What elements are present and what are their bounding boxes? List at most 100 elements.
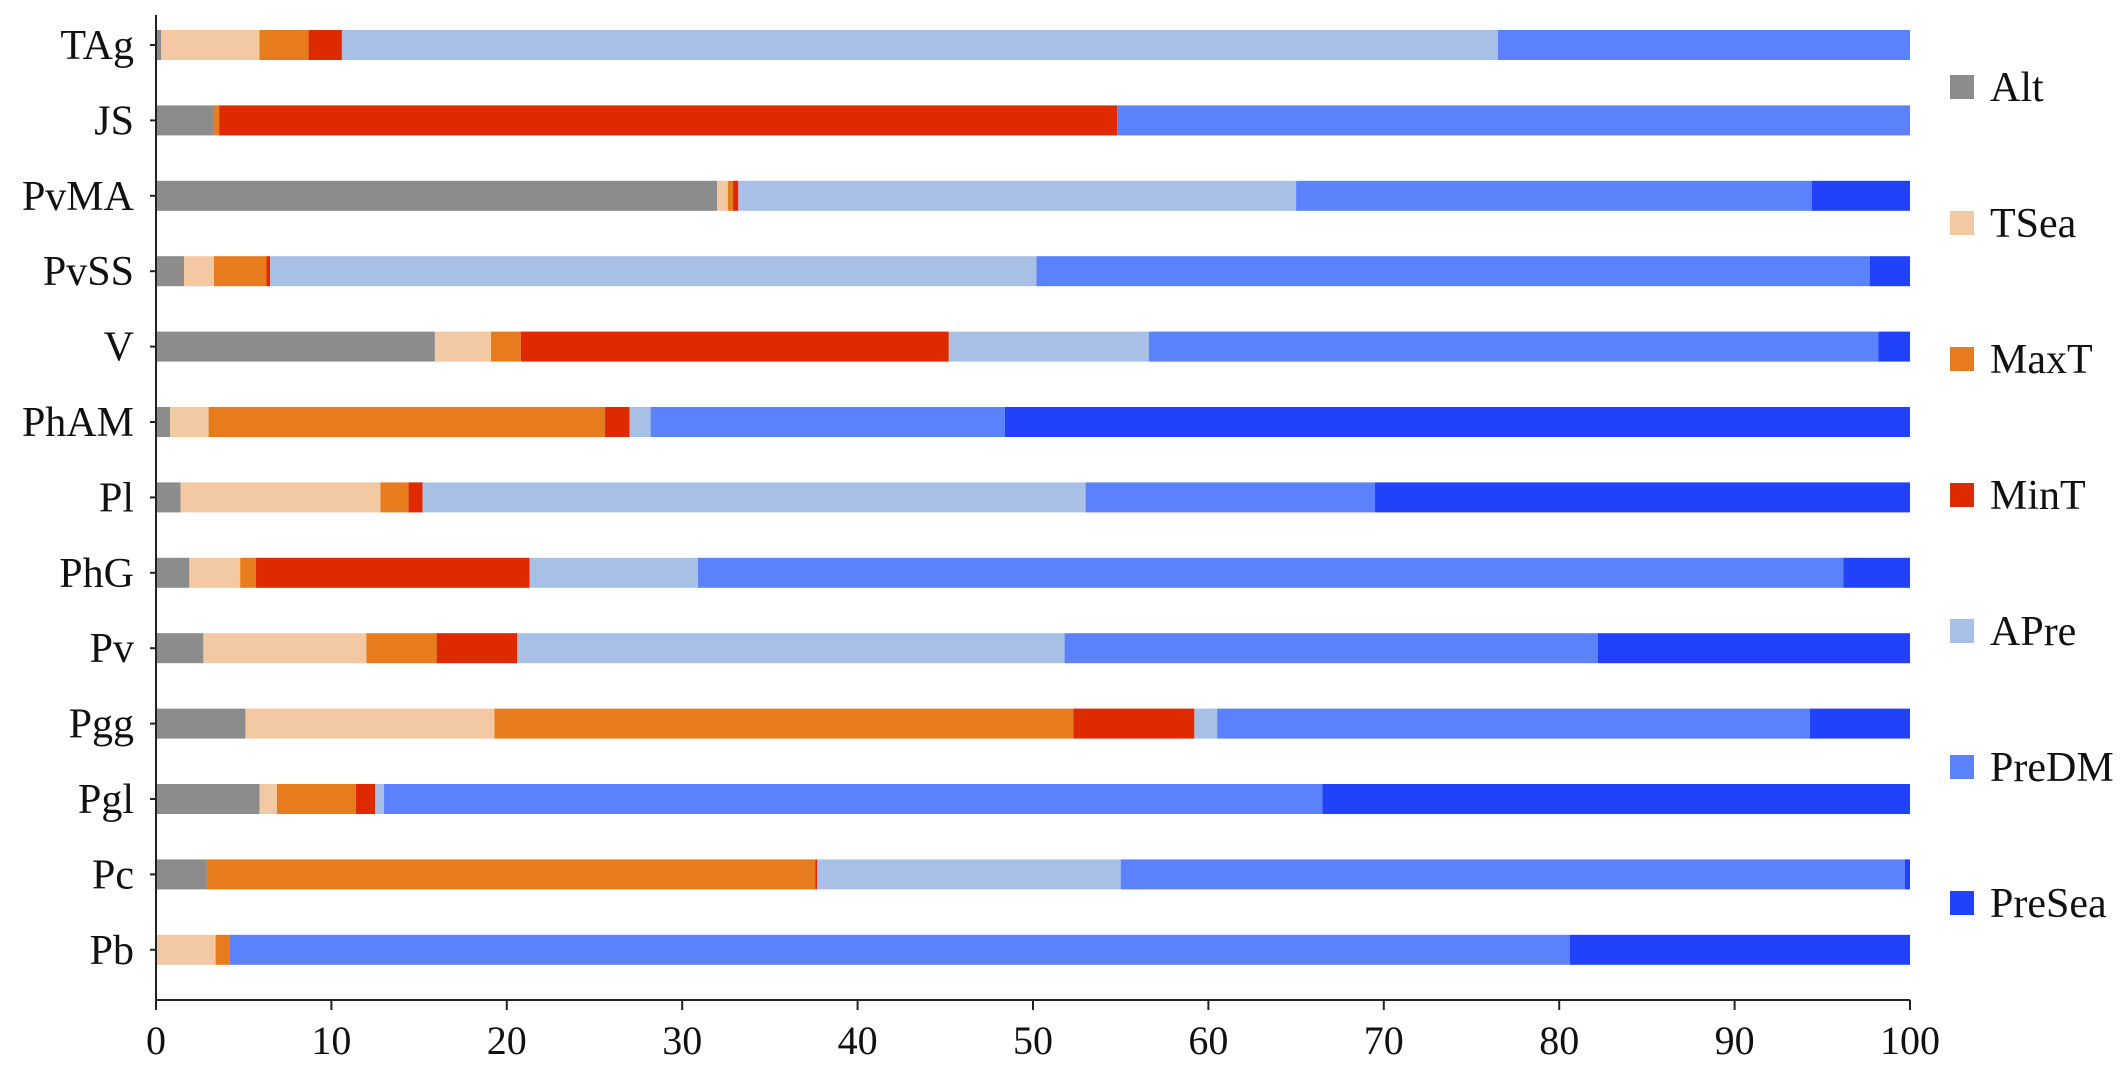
bar-segment-v-presea xyxy=(1878,331,1910,362)
bar-segment-pv-maxt xyxy=(366,633,437,664)
bar-segment-pc-maxt xyxy=(206,859,816,890)
bar-segment-pv-apre xyxy=(517,633,1065,664)
y-tick-label: Pgl xyxy=(78,777,134,823)
bar-segment-tag-apre xyxy=(341,30,1498,60)
bar-segment-pvma-predm xyxy=(1296,180,1812,211)
y-tick-label: PvSS xyxy=(43,249,134,295)
bar-segment-pc-predm xyxy=(1120,859,1905,890)
legend-swatch xyxy=(1950,483,1974,507)
bar-segment-pl-alt xyxy=(156,482,181,513)
legend-swatch xyxy=(1950,891,1974,915)
legend-item-tsea: TSea xyxy=(1950,201,2077,247)
bar-segment-js-alt xyxy=(156,105,214,136)
bar-segment-pb-predm xyxy=(229,934,1570,965)
bar-segment-pvma-alt xyxy=(156,180,718,211)
x-tick-label: 0 xyxy=(146,1018,166,1063)
bar-segment-pvss-maxt xyxy=(213,256,267,287)
bar-segment-v-predm xyxy=(1148,331,1879,362)
bar-segment-pgl-apre xyxy=(375,784,385,814)
bar-segment-pham-alt xyxy=(156,407,171,437)
x-tick-label: 30 xyxy=(662,1018,702,1063)
bars-layer xyxy=(156,30,1910,965)
bar-segment-pham-predm xyxy=(650,407,1005,437)
bar-segment-pham-presea xyxy=(1004,407,1910,437)
bar-segment-phg-maxt xyxy=(240,557,256,588)
bar-segment-pham-maxt xyxy=(208,407,606,437)
y-tick-label: Pv xyxy=(90,626,134,672)
bar-segment-phg-mint xyxy=(255,557,530,588)
bar-segment-pv-predm xyxy=(1064,633,1598,664)
bar-segment-pb-maxt xyxy=(215,934,230,965)
bar-segment-pvss-presea xyxy=(1869,256,1910,287)
bar-segment-pvss-alt xyxy=(156,256,185,287)
x-tick-label: 70 xyxy=(1364,1018,1404,1063)
bar-segment-js-predm xyxy=(1117,105,1910,136)
bar-segment-pvma-presea xyxy=(1811,180,1910,211)
bar-segment-pl-apre xyxy=(422,482,1086,513)
bar-segment-tag-predm xyxy=(1497,30,1910,60)
bar-segment-phg-presea xyxy=(1843,557,1910,588)
bar-segment-v-tsea xyxy=(434,331,492,362)
bar-segment-pvma-tsea xyxy=(717,180,728,211)
bar-segment-pgl-tsea xyxy=(259,784,278,814)
legend-label: MinT xyxy=(1990,473,2086,519)
bar-segment-v-alt xyxy=(156,331,435,362)
x-tick-label: 80 xyxy=(1539,1018,1579,1063)
bar-segment-pb-presea xyxy=(1569,934,1910,965)
bar-segment-tag-mint xyxy=(308,30,342,60)
y-tick-label: JS xyxy=(94,98,134,144)
bar-segment-pl-maxt xyxy=(380,482,409,513)
bar-segment-pgg-maxt xyxy=(494,708,1074,739)
bar-segment-js-mint xyxy=(219,105,1118,136)
legend-label: TSea xyxy=(1990,201,2077,247)
bar-segment-pv-alt xyxy=(156,633,204,664)
legend-label: APre xyxy=(1990,609,2076,655)
bar-segment-pgl-alt xyxy=(156,784,260,814)
y-tick-label: Pc xyxy=(92,852,134,898)
bar-segment-pvss-apre xyxy=(270,256,1037,287)
bar-segment-v-mint xyxy=(520,331,949,362)
bar-segment-tag-tsea xyxy=(161,30,260,60)
bar-segment-pl-predm xyxy=(1085,482,1376,513)
bar-segment-pc-apre xyxy=(817,859,1121,890)
bar-segment-phg-alt xyxy=(156,557,190,588)
bar-segment-phg-predm xyxy=(697,557,1844,588)
x-tick-label: 60 xyxy=(1188,1018,1228,1063)
bar-segment-phg-tsea xyxy=(189,557,241,588)
bar-segment-pvma-maxt xyxy=(727,180,734,211)
legend-swatch xyxy=(1950,211,1974,235)
bar-segment-pgl-maxt xyxy=(277,784,356,814)
bar-segment-pvma-apre xyxy=(738,180,1297,211)
y-tick-label: PhG xyxy=(59,551,134,597)
bar-segment-pgg-alt xyxy=(156,708,246,739)
x-tick-labels: 0 10 20 30 40 50 60 70 80 90 100 xyxy=(146,1018,1940,1063)
y-tick-label: Pgg xyxy=(69,702,134,748)
y-tick-label: V xyxy=(104,325,134,371)
axes-layer xyxy=(150,15,1911,1010)
x-tick-label: 10 xyxy=(311,1018,351,1063)
bar-segment-pv-presea xyxy=(1597,633,1910,664)
bar-segment-pv-tsea xyxy=(203,633,367,664)
legend-swatch xyxy=(1950,619,1974,643)
legend-item-apre: APre xyxy=(1950,609,2076,655)
x-tick-label: 90 xyxy=(1715,1018,1755,1063)
bar-segment-pc-alt xyxy=(156,859,207,890)
legend-label: PreDM xyxy=(1990,745,2114,791)
bar-segment-v-maxt xyxy=(491,331,521,362)
bar-segment-pvss-tsea xyxy=(184,256,214,287)
legend-label: Alt xyxy=(1990,65,2044,111)
y-tick-label: Pb xyxy=(90,928,134,974)
y-tick-label: PvMA xyxy=(22,174,135,220)
bar-segment-js-maxt xyxy=(213,105,220,136)
bar-segment-pgg-tsea xyxy=(245,708,495,739)
bar-segment-pham-mint xyxy=(605,407,630,437)
bar-segment-pgg-predm xyxy=(1217,708,1811,739)
bar-segment-pvma-mint xyxy=(733,180,739,211)
legend-swatch xyxy=(1950,755,1974,779)
bar-segment-pgg-apre xyxy=(1194,708,1218,739)
bar-segment-pv-mint xyxy=(436,633,518,664)
legend-item-predm: PreDM xyxy=(1950,745,2114,791)
bar-segment-pc-mint xyxy=(815,859,818,890)
